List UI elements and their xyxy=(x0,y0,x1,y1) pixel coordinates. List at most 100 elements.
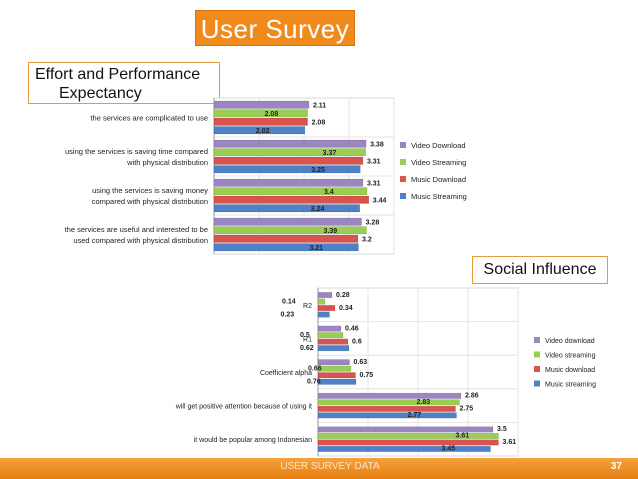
data-label: 3.39 xyxy=(324,228,338,235)
data-label: 0.28 xyxy=(336,292,350,299)
category-label: the services are useful and interested t… xyxy=(65,225,208,234)
data-label: 3.61 xyxy=(456,433,470,440)
bar-music-download xyxy=(213,117,308,126)
data-label: 3.28 xyxy=(366,220,380,227)
effort-label-line2: Expectancy xyxy=(59,85,142,102)
footer-text: USER SURVEY DATA xyxy=(280,461,380,472)
data-label: 2.08 xyxy=(265,111,279,118)
effort-section-label: Effort and Performance Expectancy xyxy=(28,62,220,104)
data-label: 3.21 xyxy=(309,245,323,252)
category-label: the services are complicated to use xyxy=(90,114,208,123)
data-label: 2.77 xyxy=(408,412,422,419)
slide-title-bar: User Survey xyxy=(195,10,355,46)
category-label: will get positive attention because of u… xyxy=(175,404,312,411)
data-label: 3.5 xyxy=(497,426,507,433)
data-label: 0.66 xyxy=(308,366,322,373)
legend-swatch xyxy=(400,159,406,165)
data-label: 3.37 xyxy=(323,150,337,157)
legend-swatch xyxy=(534,351,540,358)
bar-music-streaming xyxy=(317,345,350,352)
bar-video-streaming xyxy=(317,298,326,305)
data-label: 0.62 xyxy=(300,345,314,352)
footer-bar: USER SURVEY DATA 37 xyxy=(0,458,638,479)
bar-video-streaming xyxy=(213,148,366,157)
bar-music-download xyxy=(213,156,364,165)
data-label: 0.76 xyxy=(307,379,321,386)
bar-video-streaming xyxy=(317,399,460,406)
data-label: 3.45 xyxy=(442,446,456,453)
effort-performance-chart: the services are complicated to use 2.11 2… xyxy=(65,97,467,255)
legend-label: Video streaming xyxy=(545,353,596,360)
data-label: 3.44 xyxy=(373,198,387,205)
category-label: with physical distribution xyxy=(126,158,208,167)
bar-music-download xyxy=(317,305,336,312)
category-label: compared with physical distribution xyxy=(92,197,208,206)
bar-video-download xyxy=(213,139,367,148)
category-label: it would be popular among Indonesian xyxy=(194,437,312,444)
bar-video-download xyxy=(213,178,364,187)
bar-music-streaming xyxy=(317,378,357,385)
data-label: 3.38 xyxy=(370,142,384,149)
bar-music-streaming xyxy=(317,311,330,318)
bar-music-streaming xyxy=(317,445,491,452)
bar-music-streaming xyxy=(213,243,359,252)
category-label: Coefficient alpha xyxy=(260,370,312,377)
bar-video-download xyxy=(213,100,310,109)
data-label: 3.31 xyxy=(367,181,381,188)
data-label: 0.75 xyxy=(360,372,374,379)
data-label: 2.11 xyxy=(313,103,326,110)
legend-swatch xyxy=(534,337,540,343)
legend-label: Video Download xyxy=(411,141,466,150)
bar-video-streaming xyxy=(317,365,352,372)
data-label: 0.23 xyxy=(281,311,295,318)
data-label: 0.63 xyxy=(354,359,368,366)
legend-swatch xyxy=(400,142,406,148)
bar-video-download xyxy=(317,325,342,332)
bar-music-download xyxy=(213,195,370,204)
effort-label-line1: Effort and Performance xyxy=(35,66,201,83)
category-label: used compared with physical distribution xyxy=(73,236,208,245)
bar-music-streaming xyxy=(213,204,361,213)
bar-music-download xyxy=(317,372,356,379)
category-label: using the services is saving money xyxy=(92,186,208,195)
legend-label: Music Streaming xyxy=(411,192,467,201)
category-label: R1 xyxy=(303,336,312,343)
legend-label: Video Streaming xyxy=(411,158,466,167)
social-section-label: Social Influence xyxy=(472,256,608,284)
data-label: 2.75 xyxy=(460,406,474,413)
bar-video-streaming xyxy=(213,187,368,196)
legend-swatch xyxy=(400,176,406,182)
legend-swatch xyxy=(400,193,406,199)
data-label: 0.34 xyxy=(339,305,353,312)
data-label: 3.4 xyxy=(324,189,334,196)
social-influence-chart: R2 0.28 0.14 0.34 0.23 R1 0.46 0.5 0.6 0.62 Coeffi… xyxy=(175,287,596,457)
bar-video-download xyxy=(317,292,333,299)
bar-video-download xyxy=(317,426,494,433)
data-label: 3.25 xyxy=(311,167,325,174)
data-label: 2.02 xyxy=(256,128,270,135)
data-label: 0.5 xyxy=(300,332,310,339)
slide-title: User Survey xyxy=(200,14,350,44)
bar-video-download xyxy=(317,359,350,366)
data-label: 3.61 xyxy=(503,439,517,446)
bar-music-download xyxy=(317,338,349,345)
category-label: R2 xyxy=(303,303,312,310)
bar-video-streaming xyxy=(317,432,499,439)
bar-video-streaming xyxy=(317,332,344,339)
bar-music-streaming xyxy=(213,165,361,174)
legend-swatch xyxy=(534,380,540,387)
data-label: 0.14 xyxy=(282,298,296,305)
legend-label: Video download xyxy=(545,338,595,345)
legend-swatch xyxy=(534,366,540,372)
bar-music-streaming xyxy=(213,126,306,135)
data-label: 3.24 xyxy=(311,206,325,213)
data-label: 0.6 xyxy=(352,338,362,345)
data-label: 2.83 xyxy=(417,399,431,406)
category-label: using the services is saving time compar… xyxy=(65,147,208,156)
legend-label: Music streaming xyxy=(545,382,596,389)
bar-music-download xyxy=(213,234,359,243)
page-number: 37 xyxy=(610,461,622,472)
bar-music-download xyxy=(317,405,456,412)
data-label: 3.2 xyxy=(362,237,372,244)
bar-music-streaming xyxy=(317,412,457,419)
